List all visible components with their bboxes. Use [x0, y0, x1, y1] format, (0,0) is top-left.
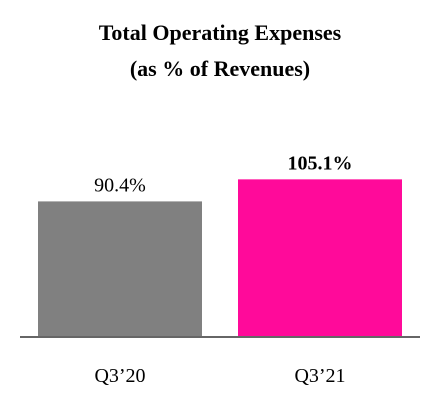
- chart-title-line-1: Total Operating Expenses: [99, 20, 342, 45]
- bar-1: [38, 201, 202, 337]
- x-tick-label-1: Q3’20: [94, 365, 145, 387]
- x-tick-label-2: Q3’21: [294, 365, 345, 387]
- bar-2: [238, 179, 402, 337]
- value-label-2: 105.1%: [288, 152, 353, 174]
- bars-group: 90.4% Q3’20 105.1% Q3’21: [38, 152, 402, 387]
- value-label-1: 90.4%: [94, 174, 146, 196]
- chart-title-line-2: (as % of Revenues): [130, 56, 310, 81]
